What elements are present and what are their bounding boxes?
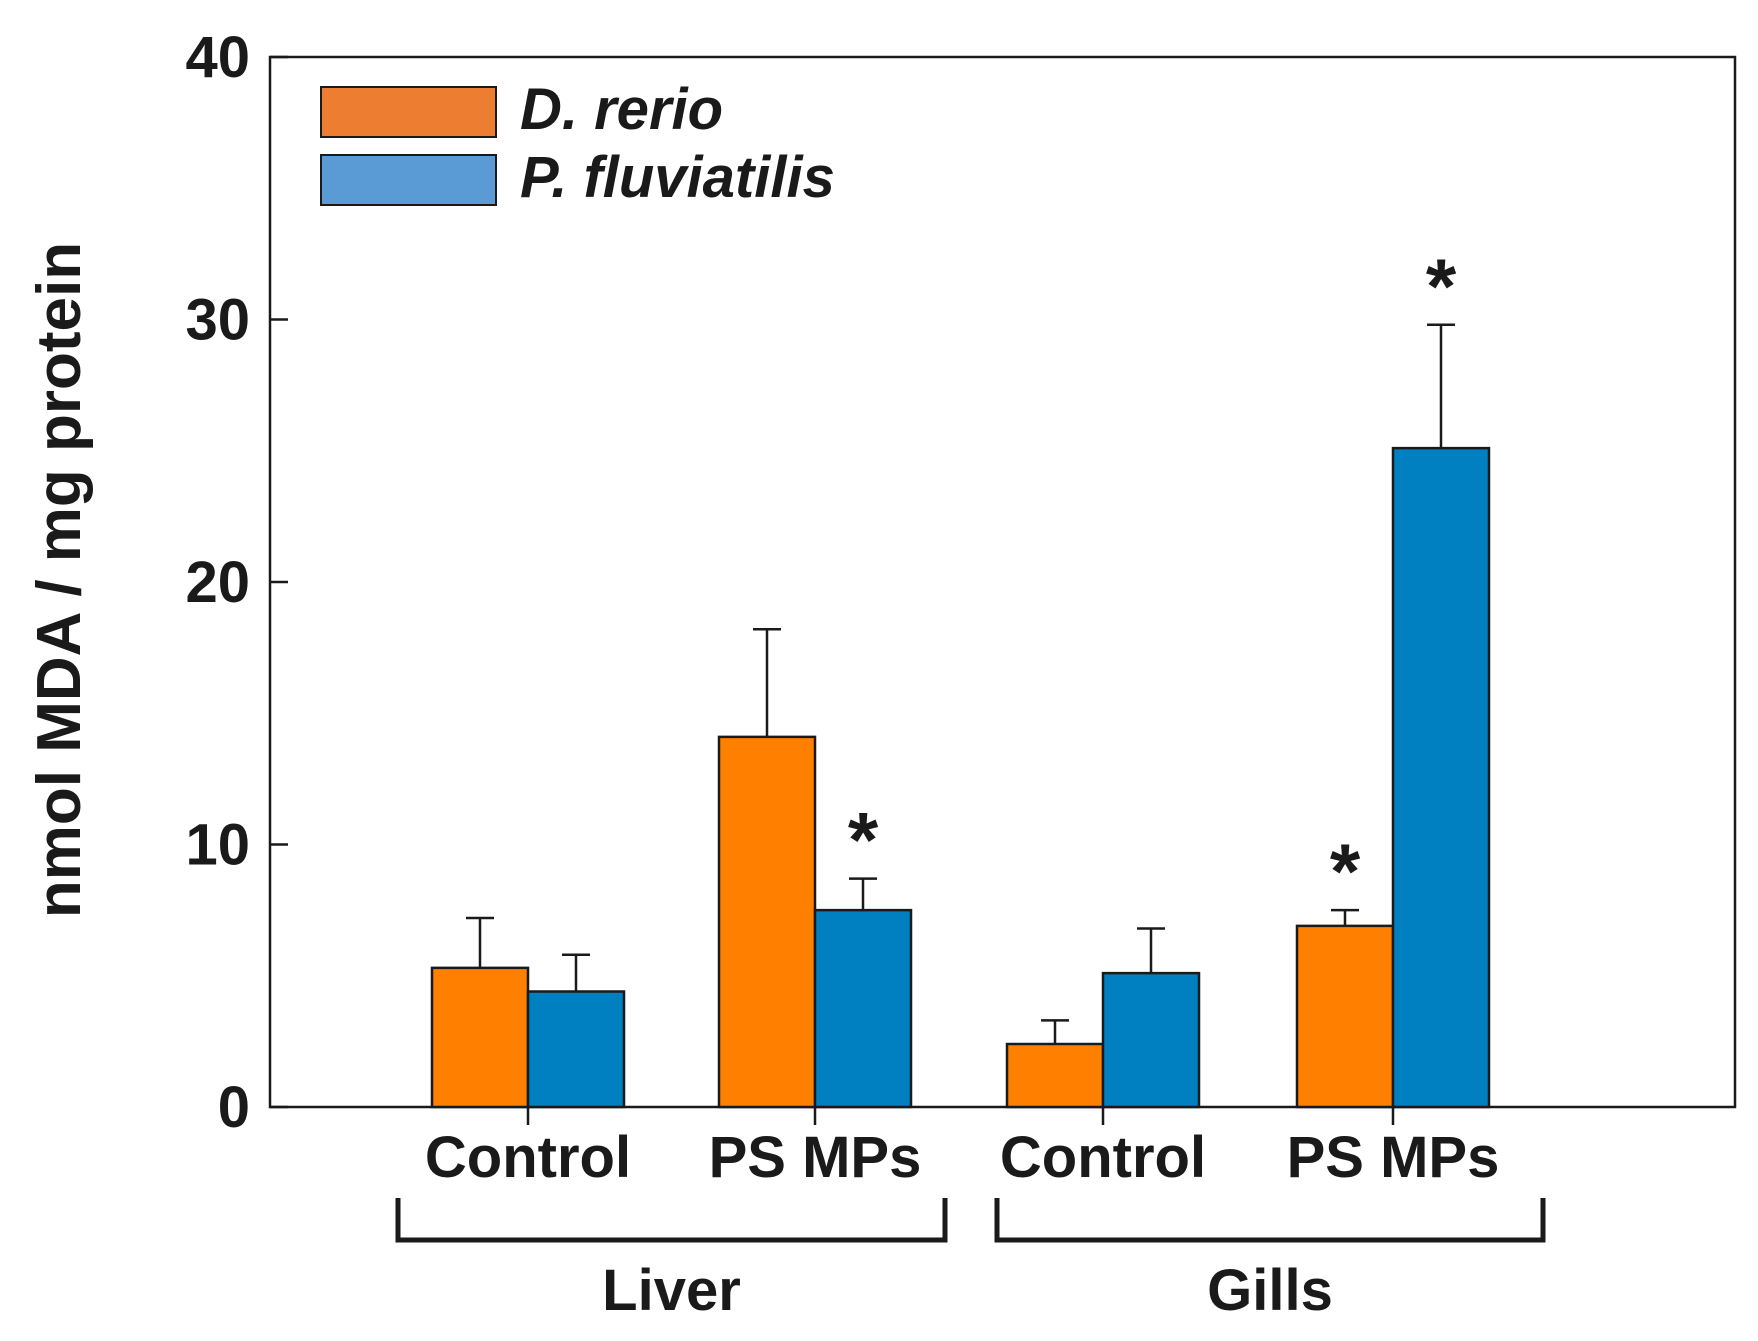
legend-label: P. fluviatilis [520,145,835,210]
group-bracket [994,1198,1546,1243]
bar [1005,1042,1105,1109]
bar [1391,446,1491,1109]
y-tick-label: 10 [185,813,250,878]
bar-layer [430,446,1491,1109]
x-category-label: Control [1000,1125,1206,1190]
group-brackets: Liver Gills [395,1198,1546,1323]
legend-label: D. rerio [520,77,723,142]
x-category-label: PS MPs [1287,1125,1500,1190]
y-axis-ticks: 0 10 20 30 40 [185,25,288,1140]
group-bracket [395,1198,948,1243]
bar [1101,971,1201,1109]
bar [717,735,817,1109]
x-category-label: PS MPs [709,1125,922,1190]
group-label: Gills [1207,1258,1333,1323]
y-tick-label: 0 [218,1075,250,1140]
plot-frame [268,55,1737,1109]
group-label: Liver [602,1258,741,1323]
significance-marker: * [1330,827,1361,915]
y-tick-label: 20 [185,550,250,615]
bar [813,908,913,1109]
significance-layer: * * * [848,242,1457,915]
legend-swatch [320,86,497,138]
significance-marker: * [848,796,879,884]
x-category-label: Control [425,1125,631,1190]
error-bar-layer [466,323,1455,1044]
legend-swatch [320,154,497,206]
plot-frame-layer [268,55,1737,1109]
bar [430,966,530,1109]
y-tick-label: 40 [185,25,250,90]
x-axis-categories: Control PS MPs Control PS MPs [425,1107,1499,1190]
bar [526,990,626,1109]
y-tick-label: 30 [185,288,250,353]
significance-marker: * [1426,242,1457,330]
bar [1295,924,1395,1109]
y-axis-label: nmol MDA / mg protein [25,242,94,918]
